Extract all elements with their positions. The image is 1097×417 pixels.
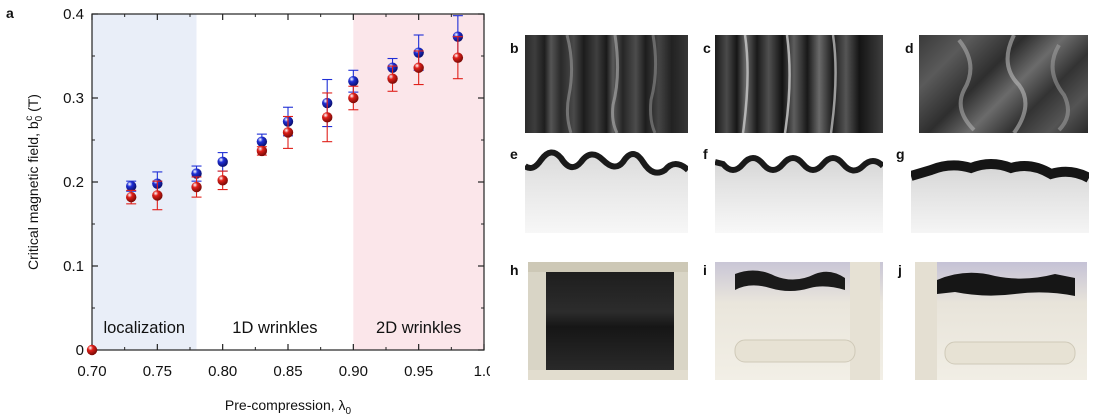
- panel-f-label: f: [703, 146, 708, 162]
- x-tick-label: 0.75: [143, 363, 172, 380]
- data-point: [452, 52, 464, 63]
- x-tick-label: 0.95: [404, 363, 433, 380]
- panel-g-label: g: [896, 146, 905, 162]
- panel-d-label: d: [905, 40, 914, 56]
- wrinkle-profile-f: [715, 148, 883, 174]
- data-point: [322, 112, 333, 123]
- y-axis-title: Critical magnetic field, b0c (T): [24, 94, 45, 270]
- photo-g: [911, 148, 1089, 233]
- wrinkle-profile-e: [525, 148, 688, 176]
- elastomer-block-h: [546, 272, 674, 372]
- data-point: [126, 191, 137, 203]
- data-point: [348, 92, 359, 104]
- x-tick-label: 0.80: [208, 363, 237, 380]
- photo-f: [715, 148, 883, 233]
- y-tick-label: 0: [76, 342, 84, 359]
- data-point: [282, 127, 294, 138]
- photo-j: [915, 262, 1087, 380]
- region-label: 2D wrinkles: [376, 319, 461, 337]
- data-point: [86, 344, 98, 356]
- x-axis-title: Pre-compression, λ0: [225, 397, 352, 417]
- y-tick-label: 0.1: [63, 258, 84, 275]
- device-frame-bottom-h: [528, 370, 688, 380]
- data-point: [217, 175, 228, 186]
- data-point: [256, 145, 268, 157]
- wrinkle-lines-c: [741, 35, 837, 133]
- photo-d: [919, 35, 1088, 133]
- panel-e-label: e: [510, 146, 518, 162]
- data-point: [413, 62, 424, 73]
- regime-regions: [92, 14, 484, 350]
- device-frame-i: [850, 262, 880, 380]
- x-tick-label: 0.85: [273, 363, 302, 380]
- data-point: [217, 156, 228, 168]
- photo-i: [715, 262, 883, 380]
- panel-a-label: a: [6, 5, 14, 21]
- device-frame-j: [915, 262, 937, 380]
- wrinkle-lines-d: [957, 35, 1070, 133]
- y-tick-label: 0.3: [63, 90, 84, 107]
- wrinkled-film-i: [734, 270, 856, 363]
- data-point: [387, 73, 398, 84]
- y-tick-label: 0.4: [63, 6, 84, 23]
- x-tick-label: 1.0: [474, 363, 490, 380]
- axis-labels: localization 1D wrinkles 2D wrinkles 0.70 0.…: [24, 6, 490, 417]
- region-label: 1D wrinkles: [232, 319, 317, 337]
- panel-h-label: h: [510, 262, 519, 278]
- wrinkled-film-j: [937, 272, 1076, 365]
- panel-i-label: i: [703, 262, 707, 278]
- data-point: [191, 168, 202, 179]
- data-point: [348, 76, 359, 87]
- photo-h: [528, 262, 688, 380]
- data-series: [86, 15, 464, 356]
- critical-field-chart: a localization 1D wrinkles 2D wrinkles 0.70…: [6, 5, 490, 417]
- device-frame-h: [528, 262, 688, 272]
- region-1: [92, 14, 197, 350]
- data-point: [126, 181, 137, 192]
- x-tick-label: 0.90: [339, 363, 368, 380]
- plot-frame: [91, 13, 485, 351]
- data-point: [256, 136, 268, 147]
- panel-c-label: c: [703, 40, 711, 56]
- region-label: localization: [103, 319, 185, 337]
- wrinkle-lines-b: [565, 35, 658, 133]
- photo-b: [525, 35, 688, 133]
- data-point: [191, 181, 202, 193]
- y-tick-label: 0.2: [63, 174, 84, 191]
- x-tick-label: 0.70: [77, 363, 106, 380]
- photo-c: [715, 35, 883, 133]
- panel-b-label: b: [510, 40, 519, 56]
- photo-e: [525, 148, 688, 233]
- data-point: [152, 190, 163, 201]
- panel-j-label: j: [898, 262, 902, 278]
- wrinkle-profile-g: [911, 148, 1089, 183]
